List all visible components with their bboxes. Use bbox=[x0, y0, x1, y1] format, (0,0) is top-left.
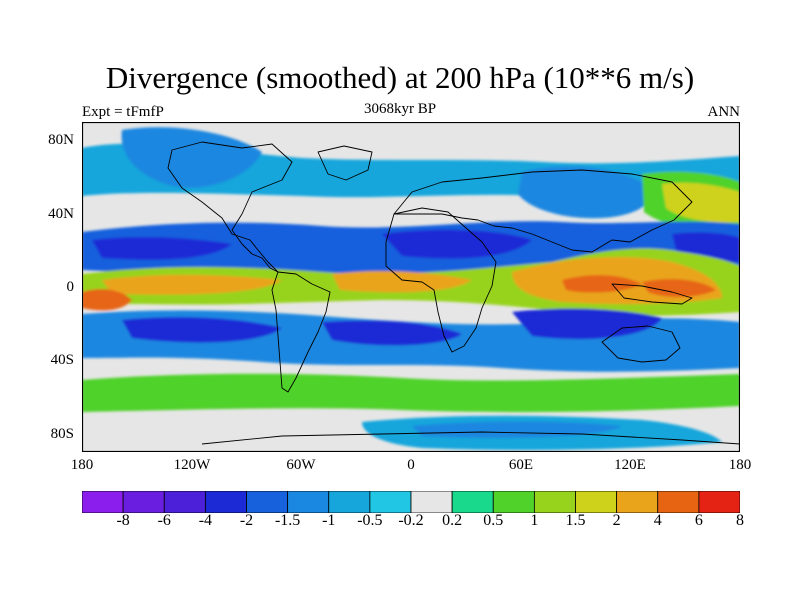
map-frame bbox=[82, 122, 740, 452]
colorbar-swatch bbox=[328, 491, 371, 513]
lon-label: 120W bbox=[173, 457, 211, 473]
colorbar-level-label: -4 bbox=[198, 512, 213, 529]
field-region bbox=[512, 308, 662, 340]
coastline bbox=[393, 169, 693, 253]
field-region bbox=[332, 271, 472, 293]
colorbar bbox=[82, 491, 740, 513]
lat-label: 40N bbox=[48, 206, 74, 222]
colorbar-level-label: 6 bbox=[694, 512, 703, 529]
lon-label: 60W bbox=[286, 457, 316, 473]
lat-label: 80S bbox=[50, 426, 74, 442]
colorbar-swatch bbox=[616, 491, 659, 513]
colorbar-level-label: 1 bbox=[530, 512, 539, 529]
colorbar-swatch bbox=[163, 491, 206, 513]
colorbar-swatch bbox=[204, 491, 247, 513]
field-region bbox=[642, 279, 716, 297]
field-region bbox=[322, 320, 462, 346]
lon-label: 120E bbox=[614, 457, 646, 473]
colorbar-swatch bbox=[575, 491, 618, 513]
colorbar-swatch bbox=[287, 491, 330, 513]
colorbar-level-label: -8 bbox=[116, 512, 130, 529]
colorbar-level-label: 4 bbox=[653, 512, 662, 529]
lat-label: 40S bbox=[50, 352, 74, 368]
time-label: 3068kyr BP bbox=[363, 101, 437, 117]
lat-label: 80N bbox=[48, 132, 74, 148]
lon-label: 0 bbox=[407, 457, 415, 473]
lon-label: 60E bbox=[508, 457, 534, 473]
coastline bbox=[385, 207, 497, 353]
colorbar-level-label: 0.5 bbox=[483, 512, 504, 529]
colorbar-swatch bbox=[492, 491, 535, 513]
coastline bbox=[167, 141, 293, 273]
colorbar-swatch bbox=[533, 491, 576, 513]
colorbar-level-label: 1.5 bbox=[565, 512, 586, 529]
colorbar-level-label: -6 bbox=[157, 512, 171, 529]
coastline bbox=[271, 271, 331, 393]
experiment-label: Expt = tFmfP bbox=[82, 104, 164, 120]
colorbar-swatch bbox=[82, 491, 124, 513]
colorbar-level-label: -0.5 bbox=[357, 512, 383, 529]
lon-label: 180 bbox=[70, 457, 94, 473]
field-region bbox=[382, 229, 532, 259]
colorbar-level-label: 0.2 bbox=[442, 512, 463, 529]
colorbar-swatch bbox=[698, 491, 740, 513]
season-label: ANN bbox=[707, 104, 741, 120]
colorbar-swatch bbox=[451, 491, 494, 513]
colorbar-swatch bbox=[246, 491, 289, 513]
divergence-map bbox=[82, 122, 740, 452]
coastline bbox=[201, 431, 740, 445]
coastline bbox=[601, 325, 681, 363]
field-region bbox=[82, 289, 132, 311]
field-region bbox=[102, 274, 282, 295]
lon-label: 180 bbox=[728, 457, 752, 473]
field-region bbox=[82, 373, 740, 413]
field-region bbox=[562, 275, 642, 293]
coastlines bbox=[167, 141, 740, 445]
coastline bbox=[317, 145, 373, 181]
map-title: Divergence (smoothed) at 200 hPa (10**6 … bbox=[105, 60, 695, 95]
coastline bbox=[611, 283, 693, 305]
colorbar-swatch bbox=[410, 491, 453, 513]
lat-label: 0 bbox=[66, 279, 75, 295]
field-region bbox=[122, 317, 282, 343]
colorbar-level-label: 8 bbox=[736, 512, 744, 529]
colorbar-swatch bbox=[369, 491, 412, 513]
colorbar-level-label: -0.2 bbox=[398, 512, 424, 529]
colorbar-level-label: -1.5 bbox=[274, 512, 301, 529]
colorbar-level-label: -1 bbox=[322, 512, 336, 529]
field-region bbox=[518, 166, 650, 219]
colorbar-level-label: 2 bbox=[612, 512, 621, 529]
field-region bbox=[121, 127, 262, 188]
colorbar-swatch bbox=[657, 491, 700, 513]
field-region bbox=[92, 237, 232, 260]
colorbar-level-label: -2 bbox=[239, 512, 254, 529]
colorbar-swatch bbox=[122, 491, 165, 513]
